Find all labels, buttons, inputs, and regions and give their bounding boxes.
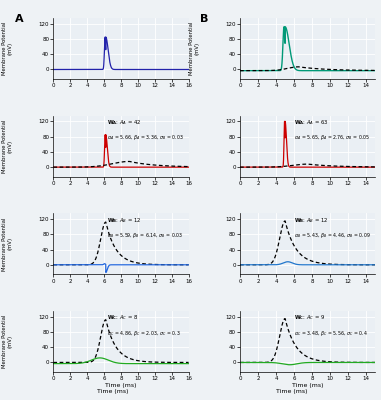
Y-axis label: Membrane Potential
(mV): Membrane Potential (mV)	[2, 217, 13, 270]
Text: A: A	[15, 14, 24, 24]
Text: $\alpha_A$ = 5.66, $\beta_A$ = 3.36, $\sigma_B$ = 0.03: $\alpha_A$ = 5.66, $\beta_A$ = 3.36, $\s…	[107, 133, 184, 142]
Text: $\alpha_C$ = 4.86, $\beta_C$ = 2.03, $\sigma_C$ = 0.3: $\alpha_C$ = 4.86, $\beta_C$ = 2.03, $\s…	[107, 329, 181, 338]
Y-axis label: Membrane Potential
(mV): Membrane Potential (mV)	[189, 22, 199, 75]
Text: $\mathbf{W_B}$: $A_B$ = 12: $\mathbf{W_B}$: $A_B$ = 12	[294, 216, 328, 225]
Text: $\alpha_B$ = 5.43, $\beta_B$ = 4.46, $\sigma_B$ = 0.09: $\alpha_B$ = 5.43, $\beta_B$ = 4.46, $\s…	[294, 231, 371, 240]
Text: $\mathbf{W_A}$: $A_A$ = 42: $\mathbf{W_A}$: $A_A$ = 42	[107, 118, 142, 127]
Text: $\mathbf{W_A}$: $A_A$ = 63: $\mathbf{W_A}$: $A_A$ = 63	[294, 118, 328, 127]
Text: $\mathbf{W_B}$: $A_B$ = 12: $\mathbf{W_B}$: $A_B$ = 12	[107, 216, 142, 225]
X-axis label: Time (ms): Time (ms)	[105, 383, 137, 388]
Text: $\alpha_B$ = 5.59, $\beta_B$ = 6.14, $\sigma_B$ = 0.03: $\alpha_B$ = 5.59, $\beta_B$ = 6.14, $\s…	[107, 231, 184, 240]
Text: $\alpha_C$ = 3.48, $\beta_C$ = 5.56, $\sigma_C$ = 0.4: $\alpha_C$ = 3.48, $\beta_C$ = 5.56, $\s…	[294, 329, 368, 338]
X-axis label: Time (ms): Time (ms)	[292, 383, 323, 388]
Y-axis label: Membrane Potential
(mV): Membrane Potential (mV)	[2, 120, 13, 173]
Y-axis label: Membrane Potential
(mV): Membrane Potential (mV)	[2, 315, 13, 368]
Y-axis label: Membrane Potential
(mV): Membrane Potential (mV)	[2, 22, 13, 75]
Text: Time (ms): Time (ms)	[97, 389, 128, 394]
Text: $\mathbf{W_C}$: $A_C$ = 8: $\mathbf{W_C}$: $A_C$ = 8	[107, 314, 139, 322]
Text: B: B	[200, 14, 208, 24]
Text: $\alpha_A$ = 5.65, $\beta_A$ = 2.76, $\sigma_B$ = 0.05: $\alpha_A$ = 5.65, $\beta_A$ = 2.76, $\s…	[294, 133, 371, 142]
Text: Time (ms): Time (ms)	[276, 389, 307, 394]
Text: $\mathbf{W_C}$: $A_C$ = 9: $\mathbf{W_C}$: $A_C$ = 9	[294, 314, 325, 322]
